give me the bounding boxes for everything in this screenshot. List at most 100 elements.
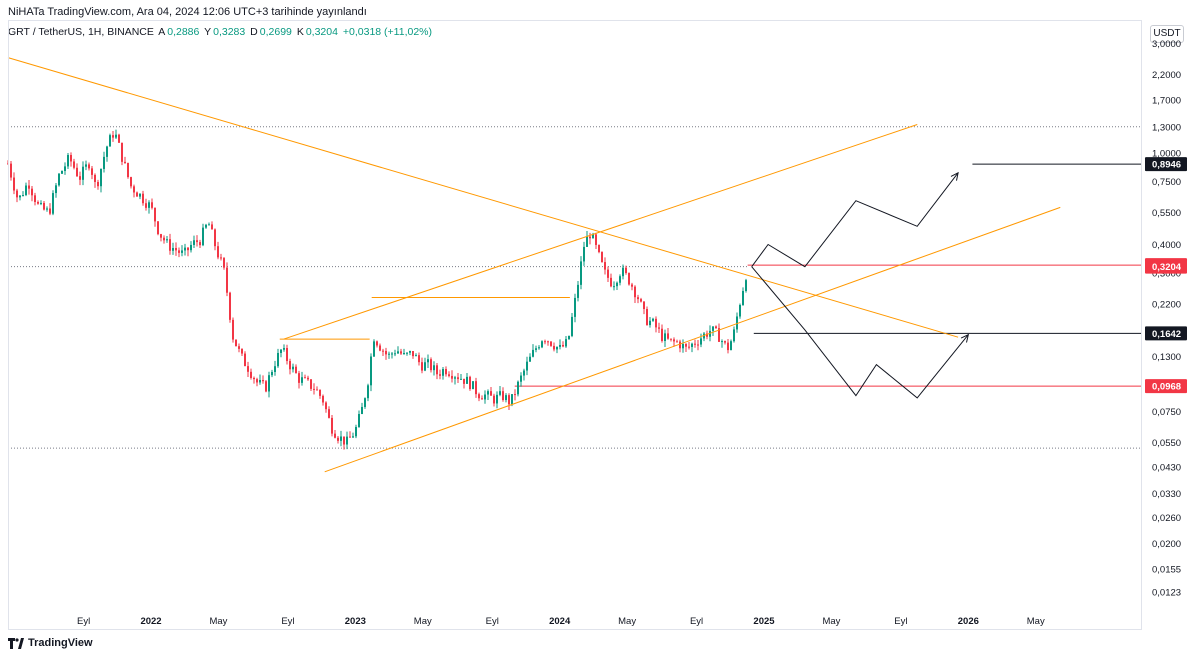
candle-body (373, 341, 375, 357)
candle-body (193, 240, 195, 245)
candle-body (535, 348, 537, 350)
candle-body (139, 193, 141, 197)
y-tick-label: 0,2200 (1152, 300, 1181, 311)
candle-body (670, 338, 672, 340)
candle-body (496, 394, 498, 404)
candle-body (559, 344, 561, 347)
candle-body (370, 356, 372, 386)
y-tick-label: 0,0123 (1152, 588, 1181, 599)
candle-body (367, 385, 369, 399)
x-tick-label: May (414, 616, 432, 627)
candle-body (334, 433, 336, 438)
candle-body (298, 373, 300, 383)
candle-body (625, 267, 627, 274)
y-tick-label: 1,7000 (1152, 96, 1181, 107)
y-tick-label: 0,1300 (1152, 352, 1181, 363)
price-label-text: 0,3204 (1152, 262, 1182, 273)
candle-body (103, 156, 105, 169)
candle-body (22, 195, 24, 197)
candle-body (310, 379, 312, 389)
y-tick-label: 1,0000 (1152, 149, 1181, 160)
candle-body (274, 366, 276, 372)
candle-body (730, 341, 732, 351)
candle-body (619, 276, 621, 283)
candle-body (220, 257, 222, 259)
candle-body (7, 163, 9, 165)
x-tick-label: Eyl (690, 616, 703, 627)
candle-body (718, 328, 720, 342)
projection-down (751, 266, 969, 399)
candle-body (406, 352, 408, 354)
candle-body (280, 349, 282, 353)
x-tick-label: May (618, 616, 636, 627)
candle-body (679, 341, 681, 349)
candle-body (604, 262, 606, 270)
price-label-box (1145, 326, 1187, 341)
y-tick-label: 0,0750 (1152, 407, 1181, 418)
candle-body (199, 242, 201, 246)
candle-body (556, 346, 558, 350)
candle-body (163, 237, 165, 241)
candle-body (493, 395, 495, 404)
candle-body (106, 146, 108, 157)
candle-body (328, 409, 330, 418)
price-label-box (1145, 379, 1187, 394)
candle-body (721, 341, 723, 343)
candle-body (697, 344, 699, 346)
x-tick-label: May (1027, 616, 1045, 627)
y-tick-label: 0,0330 (1152, 489, 1181, 500)
candle-body (463, 378, 465, 384)
candle-body (424, 362, 426, 371)
candle-body (307, 377, 309, 380)
candle-body (151, 202, 153, 208)
projection-up-arrowhead (950, 171, 959, 181)
tradingview-logo[interactable]: TradingView (8, 637, 93, 649)
candle-body (457, 377, 459, 380)
candle-body (712, 326, 714, 331)
x-tick-label: May (822, 616, 840, 627)
candle-body (145, 203, 147, 208)
candle-body (73, 161, 75, 168)
candle-body (37, 202, 39, 204)
symbol-name[interactable]: GRT / TetherUS, 1H, BINANCE (8, 26, 154, 38)
candle-body (70, 154, 72, 162)
candle-body (643, 301, 645, 310)
publish-header: NiHATa TradingView.com, Ara 04, 2024 12:… (8, 6, 367, 18)
y-tick-label: 0,0200 (1152, 539, 1181, 550)
candle-body (343, 436, 345, 445)
candle-body (562, 344, 564, 347)
candle-body (514, 394, 516, 396)
candle-body (331, 417, 333, 434)
candle-body (250, 371, 252, 378)
candle-body (157, 221, 159, 235)
y-tick-label: 0,5500 (1152, 208, 1181, 219)
candle-body (211, 224, 213, 230)
candle-body (580, 261, 582, 285)
candle-body (442, 369, 444, 376)
candle-body (745, 280, 747, 291)
candle-body (79, 176, 81, 180)
candle-body (208, 224, 210, 226)
candle-body (517, 381, 519, 395)
candle-body (394, 353, 396, 355)
candle-body (238, 346, 240, 349)
candle-body (601, 252, 603, 263)
candle-body (631, 284, 633, 287)
candle-body (400, 351, 402, 354)
y-tick-label: 2,2000 (1152, 70, 1181, 81)
tradingview-logo-text: TradingView (28, 637, 93, 649)
candle-body (586, 236, 588, 247)
candle-body (88, 164, 90, 169)
candle-body (358, 414, 360, 427)
candle-body (565, 339, 567, 347)
candle-body (430, 359, 432, 371)
candle-body (589, 236, 591, 239)
candle-body (235, 339, 237, 347)
candle-body (292, 366, 294, 370)
candle-body (700, 338, 702, 345)
currency-selector[interactable]: USDT (1150, 25, 1184, 43)
candle-body (28, 185, 30, 189)
candle-body (283, 348, 285, 350)
open-label: A (158, 26, 166, 38)
